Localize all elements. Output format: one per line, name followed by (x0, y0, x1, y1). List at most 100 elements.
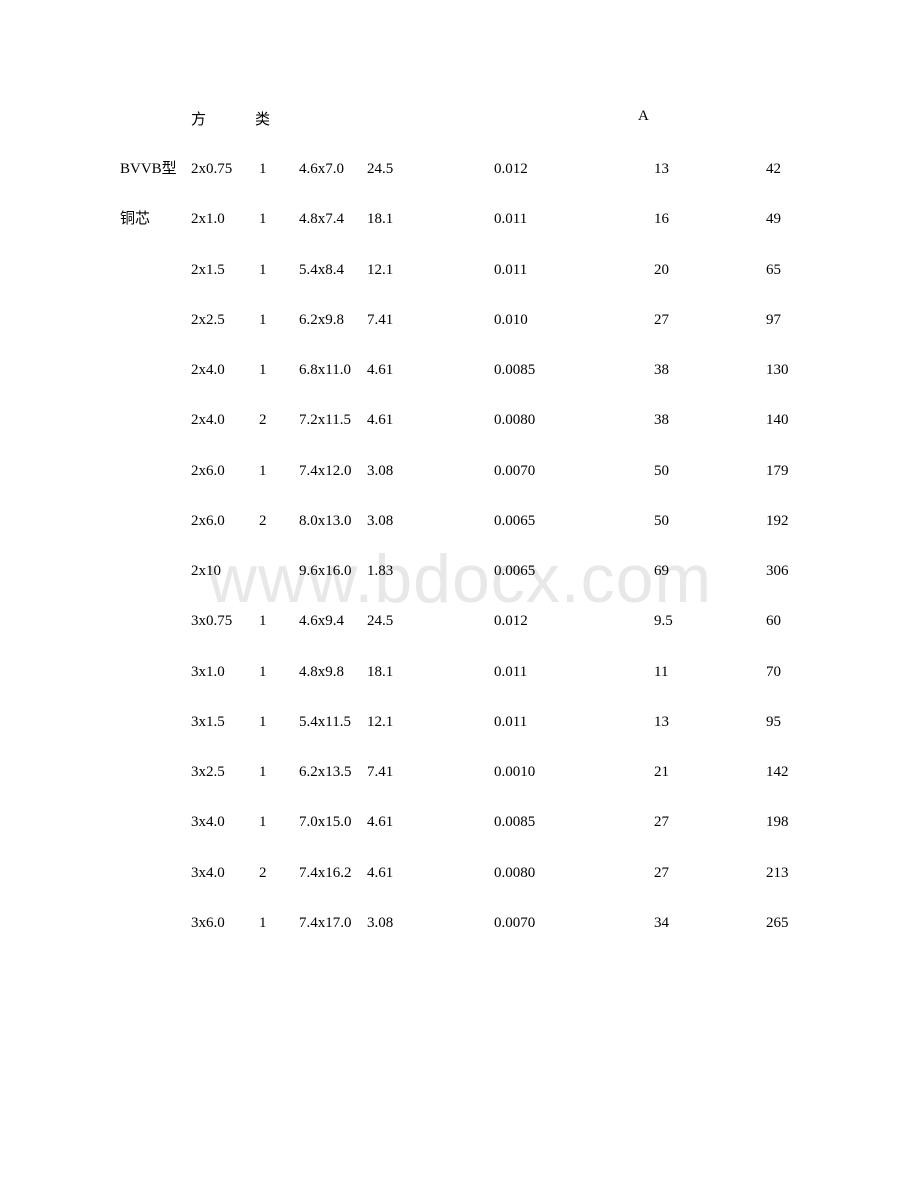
cell-v2: 0.0085 (494, 812, 566, 832)
cell-type: 1 (259, 310, 283, 330)
cell-v1: 4.61 (367, 812, 411, 832)
cell-type: 1 (259, 461, 283, 481)
cell-v1: 18.1 (367, 209, 411, 229)
table-row: 2x4.0 2 7.2x11.5 4.61 0.0080 38 140 (0, 410, 920, 430)
cell-v2: 0.0070 (494, 461, 566, 481)
cell-type: 2 (259, 863, 283, 883)
table-row: 2x6.0 1 7.4x12.0 3.08 0.0070 50 179 (0, 461, 920, 481)
cell-v1: 4.61 (367, 360, 411, 380)
cell-v4: 97 (766, 310, 814, 330)
cell-type: 1 (259, 360, 283, 380)
cell-spec: 2x1.0 (191, 209, 243, 229)
row-label: 铜芯 (120, 209, 178, 229)
cell-v1: 3.08 (367, 511, 411, 531)
cell-dim: 7.4x12.0 (299, 461, 347, 481)
cell-spec: 2x2.5 (191, 310, 243, 330)
cell-v4: 49 (766, 209, 814, 229)
cell-v3: 38 (654, 410, 702, 430)
cell-type: 1 (259, 209, 283, 229)
cell-spec: 3x1.0 (191, 662, 243, 682)
cell-v2: 0.0010 (494, 762, 566, 782)
cell-type: 2 (259, 511, 283, 531)
cell-dim: 4.8x9.8 (299, 662, 347, 682)
cell-spec: 3x6.0 (191, 913, 243, 933)
cell-spec: 2x4.0 (191, 360, 243, 380)
cell-v4: 70 (766, 662, 814, 682)
cell-spec: 3x1.5 (191, 712, 243, 732)
cell-v1: 4.61 (367, 863, 411, 883)
cell-spec: 2x1.5 (191, 260, 243, 280)
cell-v1: 4.61 (367, 410, 411, 430)
cell-type: 1 (259, 662, 283, 682)
cell-v4: 265 (766, 913, 814, 933)
cell-dim: 6.8x11.0 (299, 360, 347, 380)
cell-v4: 179 (766, 461, 814, 481)
cell-v2: 0.012 (494, 611, 566, 631)
cell-v2: 0.011 (494, 662, 566, 682)
cell-spec: 2x6.0 (191, 461, 243, 481)
header-col-spec: 方 (191, 108, 227, 129)
cell-v3: 38 (654, 360, 702, 380)
cell-type: 1 (259, 913, 283, 933)
cell-v3: 34 (654, 913, 702, 933)
cell-v3: 27 (654, 863, 702, 883)
cell-v4: 140 (766, 410, 814, 430)
cell-v4: 60 (766, 611, 814, 631)
header-col-a: A (638, 108, 674, 129)
row-label: BVVB型 (120, 159, 178, 179)
cell-v4: 42 (766, 159, 814, 179)
table-row: 3x6.0 1 7.4x17.0 3.08 0.0070 34 265 (0, 913, 920, 933)
cell-v3: 27 (654, 310, 702, 330)
cell-v2: 0.012 (494, 159, 566, 179)
cell-v2: 0.0080 (494, 410, 566, 430)
table-row: 2x4.0 1 6.8x11.0 4.61 0.0085 38 130 (0, 360, 920, 380)
cell-dim: 5.4x8.4 (299, 260, 347, 280)
cell-v4: 192 (766, 511, 814, 531)
cell-type: 1 (259, 260, 283, 280)
cell-v4: 306 (766, 561, 814, 581)
cell-dim: 7.0x15.0 (299, 812, 347, 832)
cell-v2: 0.010 (494, 310, 566, 330)
cell-v2: 0.011 (494, 712, 566, 732)
cell-type: 2 (259, 410, 283, 430)
table-row: 铜芯 2x1.0 1 4.8x7.4 18.1 0.011 16 49 (0, 209, 920, 229)
cell-v3: 50 (654, 511, 702, 531)
cell-v3: 69 (654, 561, 702, 581)
cell-v4: 130 (766, 360, 814, 380)
cell-v3: 13 (654, 159, 702, 179)
table-row: 3x4.0 2 7.4x16.2 4.61 0.0080 27 213 (0, 863, 920, 883)
cell-spec: 3x0.75 (191, 611, 243, 631)
cell-dim: 5.4x11.5 (299, 712, 347, 732)
cell-v4: 142 (766, 762, 814, 782)
cell-spec: 3x4.0 (191, 863, 243, 883)
cell-type: 1 (259, 762, 283, 782)
cell-v3: 11 (654, 662, 702, 682)
cell-v3: 21 (654, 762, 702, 782)
table-row: 3x0.75 1 4.6x9.4 24.5 0.012 9.5 60 (0, 611, 920, 631)
cell-v1: 7.41 (367, 310, 411, 330)
cell-v1: 7.41 (367, 762, 411, 782)
page-content: 方 类 A BVVB型 2x0.75 1 4.6x7.0 24.5 0.012 … (0, 0, 920, 933)
cell-spec: 2x10 (191, 561, 243, 581)
cell-dim: 7.2x11.5 (299, 410, 347, 430)
cell-dim: 4.6x9.4 (299, 611, 347, 631)
cell-v1: 24.5 (367, 159, 411, 179)
cell-dim: 9.6x16.0 (299, 561, 347, 581)
table-header-row: 方 类 A (0, 108, 920, 129)
cell-v3: 50 (654, 461, 702, 481)
cell-v1: 18.1 (367, 662, 411, 682)
cell-spec: 2x6.0 (191, 511, 243, 531)
cell-v3: 16 (654, 209, 702, 229)
cell-v1: 3.08 (367, 913, 411, 933)
cell-type: 1 (259, 611, 283, 631)
cell-dim: 6.2x13.5 (299, 762, 347, 782)
table-row: 3x1.5 1 5.4x11.5 12.1 0.011 13 95 (0, 712, 920, 732)
table-row: 2x1.5 1 5.4x8.4 12.1 0.011 20 65 (0, 260, 920, 280)
cell-v2: 0.0065 (494, 511, 566, 531)
cell-spec: 3x4.0 (191, 812, 243, 832)
cell-v3: 13 (654, 712, 702, 732)
cell-v4: 65 (766, 260, 814, 280)
cell-dim: 8.0x13.0 (299, 511, 347, 531)
cell-type: 1 (259, 159, 283, 179)
cell-dim: 6.2x9.8 (299, 310, 347, 330)
